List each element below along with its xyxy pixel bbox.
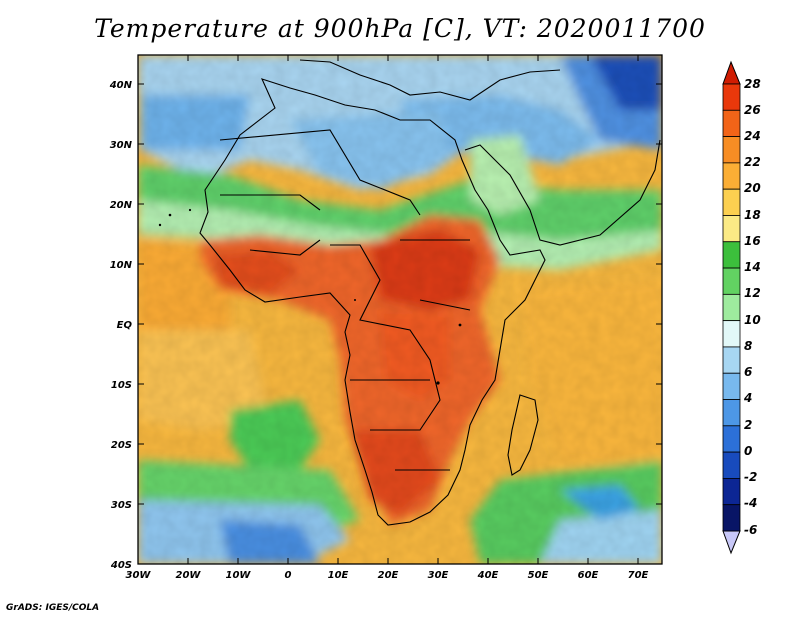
colorbar-segment <box>722 293 741 322</box>
lon-label: 30E <box>428 570 449 581</box>
map-title: Temperature at 900hPa [C], VT: 202001170… <box>94 14 706 43</box>
colorbar-label: 2 <box>744 418 752 432</box>
lat-label: 30S <box>111 500 132 511</box>
colorbar-label: 16 <box>744 234 761 248</box>
colorbar-label: 24 <box>744 129 761 143</box>
lon-label: 20E <box>378 570 399 581</box>
lat-label: 10S <box>111 380 132 391</box>
colorbar-label: 22 <box>744 155 761 169</box>
colorbar-label: 0 <box>744 444 752 458</box>
colorbar-label: 28 <box>744 77 761 91</box>
colorbar-segment <box>722 109 741 137</box>
lon-label: 20W <box>176 570 202 581</box>
grads-credit: GrADS: IGES/COLA <box>6 603 100 613</box>
lat-label: 10N <box>110 260 133 271</box>
lon-label: 30W <box>126 570 152 581</box>
colorbar-segment <box>722 478 741 506</box>
colorbar-label: 8 <box>744 339 752 353</box>
colorbar-segment <box>722 162 741 190</box>
colorbar-label: 14 <box>744 260 761 274</box>
colorbar-label: -6 <box>744 523 757 537</box>
colorbar-label: 18 <box>744 208 761 222</box>
coastlines <box>199 59 661 526</box>
lon-label: 60E <box>578 570 599 581</box>
colorbar-segment <box>722 83 741 111</box>
lon-label: 50E <box>528 570 549 581</box>
colorbar <box>722 60 741 555</box>
islands <box>158 208 462 385</box>
lat-label: 20N <box>110 200 133 211</box>
lon-label: 70E <box>628 570 649 581</box>
colorbar-segment <box>722 188 741 216</box>
colorbar-label: 4 <box>743 391 752 405</box>
lon-label: 10E <box>328 570 349 581</box>
lon-label: 10W <box>226 570 252 581</box>
colorbar-label: 10 <box>744 313 761 327</box>
lat-label: 40N <box>109 80 133 91</box>
colorbar-max-arrow <box>722 60 741 85</box>
colorbar-label: 20 <box>744 181 761 195</box>
colorbar-label: -2 <box>744 470 757 484</box>
colorbar-segment <box>722 425 741 453</box>
temperature-field <box>138 55 662 564</box>
lon-label: 40E <box>477 570 499 581</box>
colorbar-segment <box>722 504 741 532</box>
lon-label: 0 <box>285 570 292 581</box>
lat-label: 40S <box>110 560 132 571</box>
colorbar-segment <box>722 241 741 269</box>
lat-label: 30N <box>110 140 133 151</box>
colorbar-label: -4 <box>744 496 757 510</box>
colorbar-segment <box>722 346 741 374</box>
colorbar-label: 12 <box>744 286 761 300</box>
colorbar-segment <box>722 399 741 427</box>
lat-label: EQ <box>117 320 133 331</box>
colorbar-segment <box>722 267 741 295</box>
axis-ticks <box>137 55 662 565</box>
colorbar-min-arrow <box>722 530 741 555</box>
colorbar-segment <box>722 215 741 243</box>
colorbar-segment <box>722 372 741 400</box>
colorbar-label: 26 <box>744 103 761 117</box>
colorbar-segment <box>722 136 741 164</box>
colorbar-segment <box>722 320 741 348</box>
colorbar-segment <box>722 451 741 479</box>
colorbar-label: 6 <box>744 365 752 379</box>
map-frame <box>137 54 663 565</box>
lat-label: 20S <box>111 440 132 451</box>
